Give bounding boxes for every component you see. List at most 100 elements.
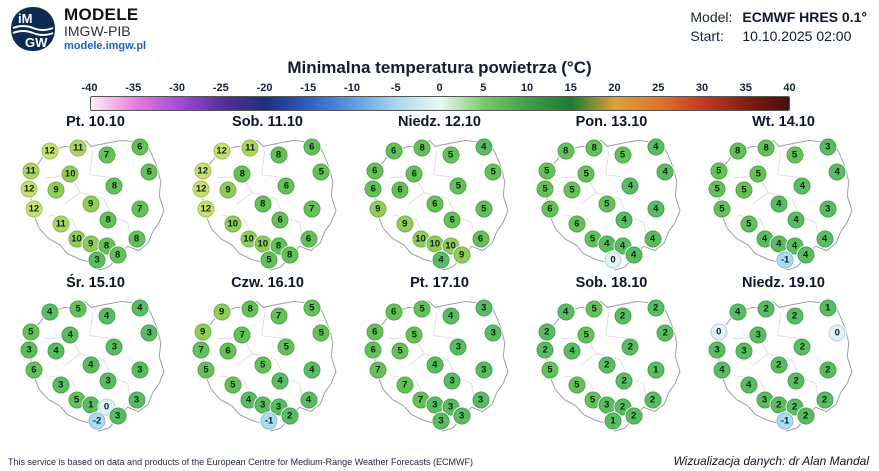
temp-value-olsztyn: 5 (614, 146, 632, 164)
temp-value-koszalin: 4 (41, 303, 59, 321)
day-label: Pt. 10.10 (66, 114, 125, 130)
temp-value-gorzow: 6 (364, 180, 382, 198)
temp-value-olsztyn: 2 (786, 307, 804, 325)
scale-tick: 0 (436, 82, 443, 94)
day-label: Sob. 18.10 (575, 275, 648, 291)
temp-value-zakopane: 5 (260, 251, 278, 269)
temp-value-rzeszow: 2 (644, 391, 662, 409)
temp-value-olsztyn: 7 (270, 307, 288, 325)
temp-value-zielona-gora: 12 (197, 200, 215, 218)
temp-value-nowy-sacz: 8 (281, 246, 299, 264)
temp-value-gdansk: 8 (241, 300, 259, 318)
scale-tick: 30 (695, 82, 709, 94)
day-label: Czw. 16.10 (231, 275, 304, 291)
temp-value-gorzow: 5 (536, 180, 554, 198)
temp-value-suwalki: 5 (303, 299, 321, 317)
temp-value-warszawa: 4 (793, 177, 811, 195)
scale-tick-labels: -40 -35 -30 -25 -20 -15 -10 -5 0 5 10 15 20 25 30 35 40 (82, 82, 796, 96)
day-map-cell: Wt. 14.10 5 8 8 5 3 4 5 5 5 4 5 4 3 5 4 4 4 4 4 4 -1 (699, 114, 869, 273)
temp-value-bialystok: 5 (312, 163, 330, 181)
temp-value-gdansk: 8 (757, 139, 775, 157)
temp-value-katowice: 3 (426, 396, 444, 414)
temp-value-nowy-sacz: 3 (109, 407, 127, 425)
day-label: Śr. 15.10 (66, 275, 125, 291)
temp-value-lublin: 5 (475, 200, 493, 218)
imgw-logo: iM GW (11, 7, 55, 51)
temp-value-rzeszow: 8 (128, 230, 146, 248)
temp-value-olsztyn: 4 (442, 307, 460, 325)
poland-map: 5 8 8 5 3 4 5 5 5 4 5 4 3 5 4 4 4 4 4 4 -1 (705, 133, 863, 273)
temp-value-lodz: 5 (254, 356, 272, 374)
temp-value-opole: 3 (756, 391, 774, 409)
temp-value-bialystok: 5 (312, 324, 330, 342)
temp-value-lublin: 2 (819, 361, 837, 379)
temp-value-warszawa: 3 (105, 338, 123, 356)
temp-value-gorzow: 5 (708, 180, 726, 198)
temp-value-zakopane: -1 (260, 412, 278, 430)
temp-value-rzeszow: 4 (816, 230, 834, 248)
poland-map: 0 4 2 2 1 0 3 3 3 2 4 2 2 4 2 3 2 2 2 2 -1 (705, 294, 863, 434)
temp-value-lodz: 9 (82, 195, 100, 213)
day-map-cell: Pt. 17.10 6 6 5 4 3 3 6 5 5 3 7 4 3 7 3 7 3 3 3 3 3 (355, 275, 525, 434)
temp-value-suwalki: 6 (131, 138, 149, 156)
brand-link[interactable]: modele.imgw.pl (64, 39, 147, 52)
temp-value-zielona-gora: 12 (25, 200, 43, 218)
svg-text:GW: GW (25, 35, 48, 50)
scale-tick: 20 (608, 82, 621, 94)
scale-tick: -5 (390, 82, 401, 94)
temp-value-zakopane: -1 (776, 251, 794, 269)
temp-value-olsztyn: 4 (98, 307, 116, 325)
temp-value-lodz: 5 (598, 195, 616, 213)
temp-value-katowice: 1 (82, 396, 100, 414)
temp-value-katowice: 10 (254, 235, 272, 253)
scale-tick: 5 (480, 82, 487, 94)
temp-value-koszalin: 8 (557, 142, 575, 160)
scale-tick: -10 (344, 82, 360, 94)
scale-tick: 40 (783, 82, 796, 94)
temp-value-lodz: 4 (426, 356, 444, 374)
temp-value-szczecin: 6 (366, 162, 384, 180)
day-map-cell: Pt. 10.10 11 12 11 7 6 6 12 10 9 8 12 9 7 11 8 10 9 8 8 8 3 (11, 114, 181, 273)
temp-value-warszawa: 5 (277, 338, 295, 356)
temp-value-katowice: 3 (254, 396, 272, 414)
temp-value-gdansk: 5 (69, 300, 87, 318)
temp-value-bialystok: 3 (140, 324, 158, 342)
temp-value-bydgoszcz: 8 (233, 165, 251, 183)
temp-value-rzeszow: 3 (128, 391, 146, 409)
temp-value-kielce: 3 (443, 372, 461, 390)
temp-value-warszawa: 8 (105, 177, 123, 195)
temp-value-suwalki: 6 (303, 138, 321, 156)
temp-value-gorzow: 6 (364, 341, 382, 359)
temp-value-poznan: 4 (47, 342, 65, 360)
temp-value-suwalki: 1 (819, 299, 837, 317)
temp-value-kielce: 2 (787, 372, 805, 390)
scale-tick: 25 (652, 82, 665, 94)
temp-value-szczecin: 11 (22, 162, 40, 180)
temp-value-bydgoszcz: 5 (405, 326, 423, 344)
temp-value-bydgoszcz: 3 (749, 326, 767, 344)
temp-value-zielona-gora: 6 (541, 200, 559, 218)
day-map-cell: Niedz. 19.10 0 4 2 2 1 0 3 3 3 2 4 2 2 4 2 3 2 2 2 2 -1 (699, 275, 869, 434)
temp-value-bialystok: 6 (140, 163, 158, 181)
temp-value-wroclaw: 4 (740, 376, 758, 394)
temp-value-katowice: 4 (770, 235, 788, 253)
footer: This service is based on data and produc… (8, 454, 869, 468)
temp-value-katowice: 4 (598, 235, 616, 253)
temp-value-bydgoszcz: 4 (61, 326, 79, 344)
temp-value-szczecin: 2 (538, 323, 556, 341)
temp-value-bydgoszcz: 6 (405, 165, 423, 183)
temp-value-zakopane: -1 (776, 412, 794, 430)
temp-value-poznan: 6 (391, 181, 409, 199)
temp-value-wroclaw: 3 (52, 376, 70, 394)
scale-tick: -25 (212, 82, 229, 94)
temp-value-wroclaw: 5 (568, 376, 586, 394)
temp-value-szczecin: 9 (194, 323, 212, 341)
footer-attribution: This service is based on data and produc… (8, 457, 474, 467)
footer-credit: Wizualizacja danych: dr Alan Mandal (673, 454, 869, 468)
day-map-cell: Czw. 16.10 9 9 8 7 5 5 7 7 6 5 5 5 4 5 4 4 3 3 4 2 -1 (183, 275, 353, 434)
temp-value-warszawa: 2 (793, 338, 811, 356)
scale-tick: -20 (256, 82, 273, 94)
temp-value-suwalki: 4 (475, 138, 493, 156)
